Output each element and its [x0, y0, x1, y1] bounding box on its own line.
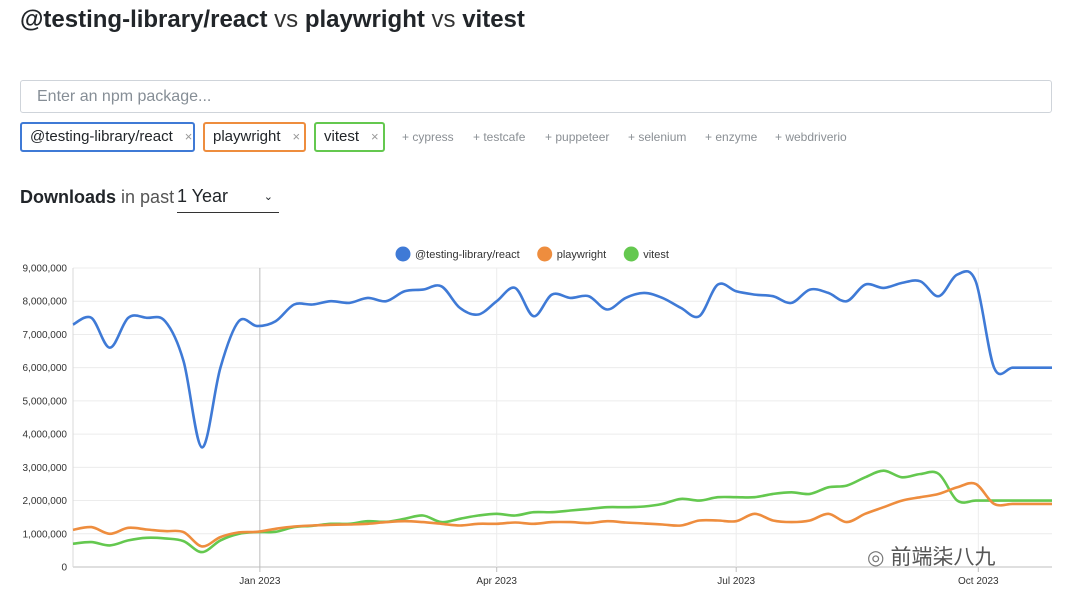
period-value: 1 Year — [177, 186, 229, 206]
y-tick-label: 3,000,000 — [23, 463, 68, 474]
series-line-playwright — [72, 481, 1052, 548]
legend-label-playwright: playwright — [557, 249, 607, 261]
suggestion-enzyme[interactable]: + enzyme — [705, 130, 758, 144]
suggestion-webdriverio[interactable]: + webdriverio — [775, 130, 847, 144]
y-tick-label: 4,000,000 — [23, 430, 68, 441]
remove-tag-icon[interactable]: × — [371, 129, 379, 144]
watermark: ◎ 前端柒八九 — [867, 541, 995, 571]
y-tick-label: 6,000,000 — [23, 363, 68, 374]
tag-label: playwright — [213, 128, 281, 145]
title-pkg-testing-library: @testing-library/react — [20, 6, 268, 33]
legend-label-testing-library-react: @testing-library/react — [415, 249, 520, 261]
series-line-testing-library-react — [72, 269, 1052, 449]
y-tick-label: 1,000,000 — [23, 529, 68, 540]
suggestion-testcafe[interactable]: + testcafe — [473, 130, 526, 144]
x-tick-label: Oct 2023 — [958, 576, 999, 587]
tag-label: @testing-library/react — [30, 128, 173, 145]
x-tick-label: Jan 2023 — [239, 576, 281, 587]
package-tag-playwright[interactable]: playwright × — [203, 122, 306, 152]
title-vs: vs — [274, 6, 299, 33]
y-tick-label: 9,000,000 — [23, 264, 68, 275]
in-past-label: in past — [121, 187, 175, 207]
page-title: @testing-library/react vs playwright vs … — [20, 5, 525, 35]
wechat-icon: ◎ — [867, 547, 885, 569]
remove-tag-icon[interactable]: × — [184, 129, 193, 144]
suggestion-puppeteer[interactable]: + puppeteer — [545, 130, 610, 144]
chart-series — [72, 269, 1052, 554]
suggestion-selenium[interactable]: + selenium — [628, 130, 687, 144]
chart-grid — [72, 267, 1052, 568]
y-tick-label: 0 — [61, 563, 67, 574]
legend-swatch-vitest — [623, 246, 639, 262]
watermark-text: 前端柒八九 — [890, 546, 996, 569]
chart-legend: @testing-library/react playwright vitest — [395, 246, 669, 262]
x-tick-label: Jul 2023 — [717, 576, 755, 587]
title-pkg-vitest: vitest — [462, 6, 525, 33]
downloads-line-chart: 0 1,000,000 2,000,000 3,000,000 4,000,000 5,0… — [23, 246, 1052, 587]
package-tag-vitest[interactable]: vitest × — [314, 122, 385, 152]
y-tick-label: 8,000,000 — [23, 297, 68, 308]
y-tick-label: 5,000,000 — [23, 396, 68, 407]
suggestion-cypress[interactable]: + cypress — [402, 130, 454, 144]
series-line-vitest — [72, 469, 1052, 554]
package-tag-testing-library-react[interactable]: @testing-library/react × — [20, 122, 195, 152]
x-axis: Jan 2023 Apr 2023 Jul 2023 Oct 2023 — [239, 567, 999, 587]
downloads-heading: Downloads in past — [20, 187, 174, 208]
x-tick-label: Apr 2023 — [476, 576, 517, 587]
tag-label: vitest — [324, 128, 360, 145]
chevron-down-icon: ⌄ — [263, 191, 273, 203]
remove-tag-icon[interactable]: × — [292, 129, 301, 144]
title-pkg-playwright: playwright — [304, 6, 425, 33]
y-tick-label: 2,000,000 — [23, 496, 68, 507]
legend-label-vitest: vitest — [643, 249, 669, 261]
y-axis: 0 1,000,000 2,000,000 3,000,000 4,000,000 5,0… — [23, 264, 68, 574]
legend-swatch-testing-library-react — [395, 246, 411, 262]
title-vs: vs — [431, 6, 456, 33]
period-select[interactable]: 1 Year ⌄ — [177, 186, 279, 213]
y-tick-label: 7,000,000 — [23, 330, 68, 341]
legend-swatch-playwright — [537, 246, 553, 262]
downloads-label: Downloads — [20, 187, 117, 207]
search-input[interactable] — [20, 80, 1052, 113]
